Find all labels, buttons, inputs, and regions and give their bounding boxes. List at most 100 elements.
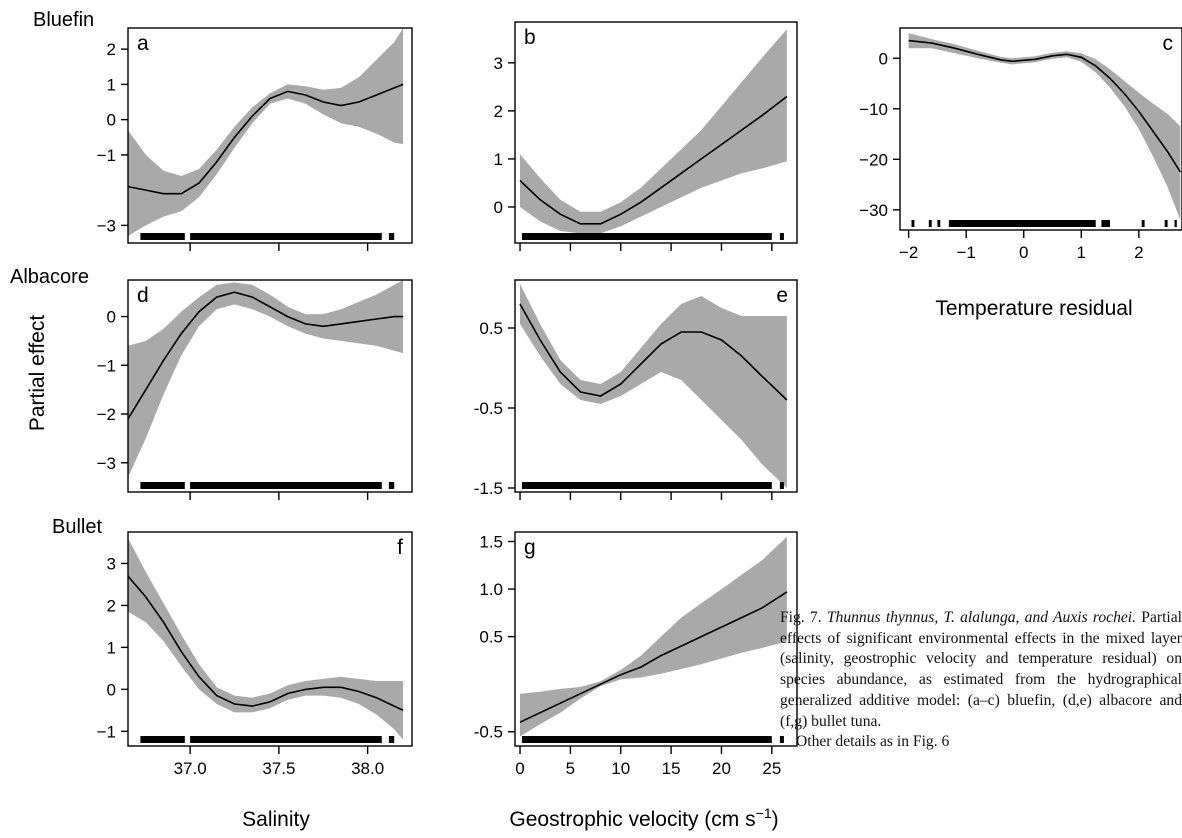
panel-g-rug-segment <box>522 736 772 743</box>
panel-b-frame <box>514 21 798 244</box>
panel-d-y-tick-label: −1 <box>97 356 116 375</box>
panel-e-rug-segment <box>779 482 784 489</box>
panel-d-frame <box>127 279 413 493</box>
x-axis-title-temperature: Temperature residual <box>935 297 1132 320</box>
panel-e-fit-line <box>519 303 788 401</box>
panel-a-rug-segment <box>388 233 395 240</box>
panel-g-y-tick-label: -0.5 <box>474 723 503 742</box>
caption-body: Partial effects of significant environme… <box>780 609 1182 730</box>
shared-y-axis-label: Partial effect <box>26 315 49 432</box>
panel-g-x-tick-label: 0 <box>515 759 524 778</box>
panel-e-letter: e <box>776 284 788 307</box>
panel-g-bullet-velocity: 1.5 1.0 0.5 -0.5 0 5 10 15 20 25 g <box>474 531 798 778</box>
species-label-bullet: Bullet <box>52 516 102 538</box>
panel-g-y-tick-label: 1.0 <box>479 580 503 599</box>
x-axis-title-salinity: Salinity <box>242 808 310 831</box>
panel-d-y-tick-label: −3 <box>97 454 116 473</box>
panel-g-fit-line <box>519 591 788 723</box>
panel-c-x-tick-label: 2 <box>1134 243 1143 262</box>
panel-d-y-tick-label: 0 <box>107 308 116 327</box>
panel-c-letter: c <box>1163 32 1174 55</box>
panel-f-x-tick-label: 38.0 <box>351 759 384 778</box>
panel-a-y-tick-label: −1 <box>97 146 116 165</box>
panel-d-confidence-band <box>128 280 404 478</box>
panel-f-confidence-band <box>128 538 404 740</box>
panel-g-x-tick-label: 5 <box>566 759 575 778</box>
panel-c-rug-segment <box>1141 220 1145 227</box>
panel-e-y-tick-label: -1.5 <box>474 479 503 498</box>
panel-b-y-tick-label: 0 <box>494 198 503 217</box>
panel-c-fit-line <box>908 39 1181 173</box>
velocity-title-close: ) <box>772 808 779 831</box>
panel-c-x-tick-label: −1 <box>956 243 975 262</box>
panel-c-y-tick-label: −10 <box>859 100 888 119</box>
panel-a-y-tick-label: −3 <box>97 216 116 235</box>
panel-e-frame <box>514 279 798 493</box>
panel-b-y-tick-label: 3 <box>494 54 503 73</box>
caption-figure-label: Fig. 7. <box>780 609 827 626</box>
panel-c-rug-segment <box>937 220 941 227</box>
panel-a-rug-segment <box>140 233 185 240</box>
species-label-albacore: Albacore <box>10 266 89 288</box>
panel-f-x-tick-label: 37.0 <box>174 759 207 778</box>
panel-e-rug-segment <box>522 482 772 489</box>
panel-c-frame <box>899 27 1182 231</box>
panel-f-rug-segment <box>388 736 395 743</box>
panel-c-rug-segment <box>1101 220 1110 227</box>
panel-g-x-tick-label: 10 <box>611 759 630 778</box>
panel-c-y-tick-label: −30 <box>859 201 888 220</box>
panel-c-rug-segment <box>948 220 1096 227</box>
panel-e-albacore-velocity: 0.5 -0.5 -1.5 e <box>474 279 798 500</box>
panel-d-albacore-salinity: 0 −1 −2 −3 d <box>97 279 413 500</box>
panel-a-bluefin-salinity: 2 1 0 −1 −3 a <box>97 27 413 251</box>
panel-b-rug-segment <box>522 233 772 240</box>
panel-c-x-tick-label: 1 <box>1077 243 1086 262</box>
panel-g-confidence-band <box>520 536 787 737</box>
figure-caption: Fig. 7. Thunnus thynnus, T. alalunga, an… <box>780 608 1182 753</box>
panel-b-bluefin-velocity: 3 2 1 0 b <box>494 21 798 251</box>
panel-a-y-tick-label: 2 <box>107 40 116 59</box>
x-axis-title-velocity: Geostrophic velocity (cm s−1) <box>509 805 778 831</box>
panel-g-rug-segment <box>779 736 784 743</box>
panel-f-rug-segment <box>140 736 185 743</box>
panel-d-fit-line <box>128 291 404 420</box>
panel-f-bullet-salinity: 3 2 1 0 −1 37.0 37.5 38.0 f <box>97 531 413 778</box>
panel-d-rug-segment <box>388 482 395 489</box>
panel-f-letter: f <box>397 536 403 559</box>
panel-e-y-tick-label: -0.5 <box>474 399 503 418</box>
species-label-bluefin: Bluefin <box>33 9 94 31</box>
panel-c-rug-segment <box>1174 220 1177 227</box>
panel-e-confidence-band <box>520 284 787 488</box>
panel-f-y-tick-label: 2 <box>107 596 116 615</box>
panel-g-x-tick-label: 25 <box>762 759 781 778</box>
panel-f-y-tick-label: 1 <box>107 638 116 657</box>
panel-f-y-tick-label: 0 <box>107 680 116 699</box>
panel-d-letter: d <box>137 284 149 307</box>
panel-c-bluefin-temperature: 0−10−20−30−2 −1 0 1 2c <box>859 27 1182 262</box>
panel-b-y-tick-label: 2 <box>494 102 503 121</box>
panel-b-letter: b <box>524 26 536 49</box>
panel-c-rug-segment <box>928 220 932 227</box>
panel-a-y-tick-label: 0 <box>107 111 116 130</box>
velocity-title-exponent: −1 <box>756 805 772 821</box>
caption-last-line: Other details as in Fig. 6 <box>796 733 950 751</box>
panel-a-letter: a <box>137 32 149 55</box>
panel-f-y-tick-label: 3 <box>107 554 116 573</box>
panel-c-y-tick-label: −20 <box>859 150 888 169</box>
panel-e-y-tick-label: 0.5 <box>479 319 503 338</box>
panel-d-rug-segment <box>190 482 382 489</box>
panel-c-x-tick-label: 0 <box>1019 243 1028 262</box>
panel-f-rug-segment <box>190 736 382 743</box>
panel-d-rug-segment <box>140 482 185 489</box>
panel-g-frame <box>514 531 798 747</box>
panel-b-y-tick-label: 1 <box>494 150 503 169</box>
panel-g-x-tick-label: 15 <box>662 759 681 778</box>
panel-a-confidence-band <box>128 28 404 236</box>
panel-b-confidence-band <box>520 29 787 234</box>
caption-main: Fig. 7. Thunnus thynnus, T. alalunga, an… <box>780 608 1182 732</box>
panel-g-y-tick-label: 0.5 <box>479 628 503 647</box>
panel-a-fit-line <box>128 83 404 195</box>
velocity-title-text: Geostrophic velocity (cm s <box>509 808 755 831</box>
panel-c-x-tick-label: −2 <box>899 243 918 262</box>
